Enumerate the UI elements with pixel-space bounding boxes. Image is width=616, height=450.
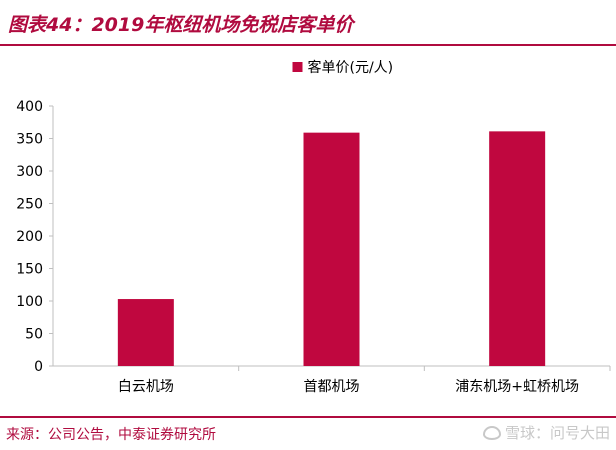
title-divider (0, 44, 616, 46)
bar-chart: 0 50 100 150 200 250 300 350 400 白云机场 首都机场 浦东机场+虹桥机… (16, 59, 611, 395)
source-note: 来源：公司公告，中泰证券研究所 (6, 427, 216, 443)
y-tick-label: 400 (16, 99, 43, 115)
legend-swatch (292, 62, 303, 72)
x-tick-label: 浦东机场+虹桥机场 (455, 379, 579, 395)
bar (489, 131, 546, 366)
x-tick-label: 首都机场 (304, 379, 360, 395)
legend-label: 客单价(元/人) (308, 59, 394, 76)
x-tick-label: 白云机场 (118, 379, 174, 395)
y-tick-label: 250 (16, 197, 43, 213)
bar (303, 132, 360, 366)
y-tick-label: 350 (16, 132, 43, 148)
watermark-text: 雪球：问号大田 (504, 424, 610, 442)
y-tick-label: 0 (34, 359, 43, 375)
footer-divider (0, 416, 616, 418)
watermark: 雪球：问号大田 (482, 422, 610, 443)
y-tick-label: 200 (16, 229, 43, 245)
y-tick-label: 100 (16, 294, 43, 310)
y-tick-label: 150 (16, 262, 43, 278)
snowball-icon (482, 425, 501, 440)
bar (117, 299, 174, 366)
y-tick-label: 50 (25, 327, 43, 343)
figure-title: 图表44：2019年枢纽机场免税店客单价 (8, 14, 354, 36)
y-tick-label: 300 (16, 164, 43, 180)
